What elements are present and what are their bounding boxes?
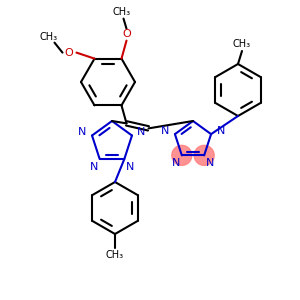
- Text: N: N: [126, 162, 134, 172]
- Text: N: N: [216, 126, 225, 136]
- Text: CH₃: CH₃: [233, 39, 251, 49]
- Text: O: O: [122, 28, 131, 39]
- Text: CH₃: CH₃: [106, 250, 124, 260]
- Text: N: N: [137, 128, 146, 137]
- Text: N: N: [161, 126, 170, 136]
- Text: CH₃: CH₃: [112, 7, 130, 16]
- Text: CH₃: CH₃: [39, 32, 58, 42]
- Circle shape: [194, 146, 214, 165]
- Text: N: N: [172, 158, 180, 169]
- Circle shape: [172, 146, 192, 165]
- Text: O: O: [64, 48, 73, 58]
- Text: N: N: [78, 128, 87, 137]
- Text: N: N: [206, 158, 214, 169]
- Text: N: N: [90, 162, 98, 172]
